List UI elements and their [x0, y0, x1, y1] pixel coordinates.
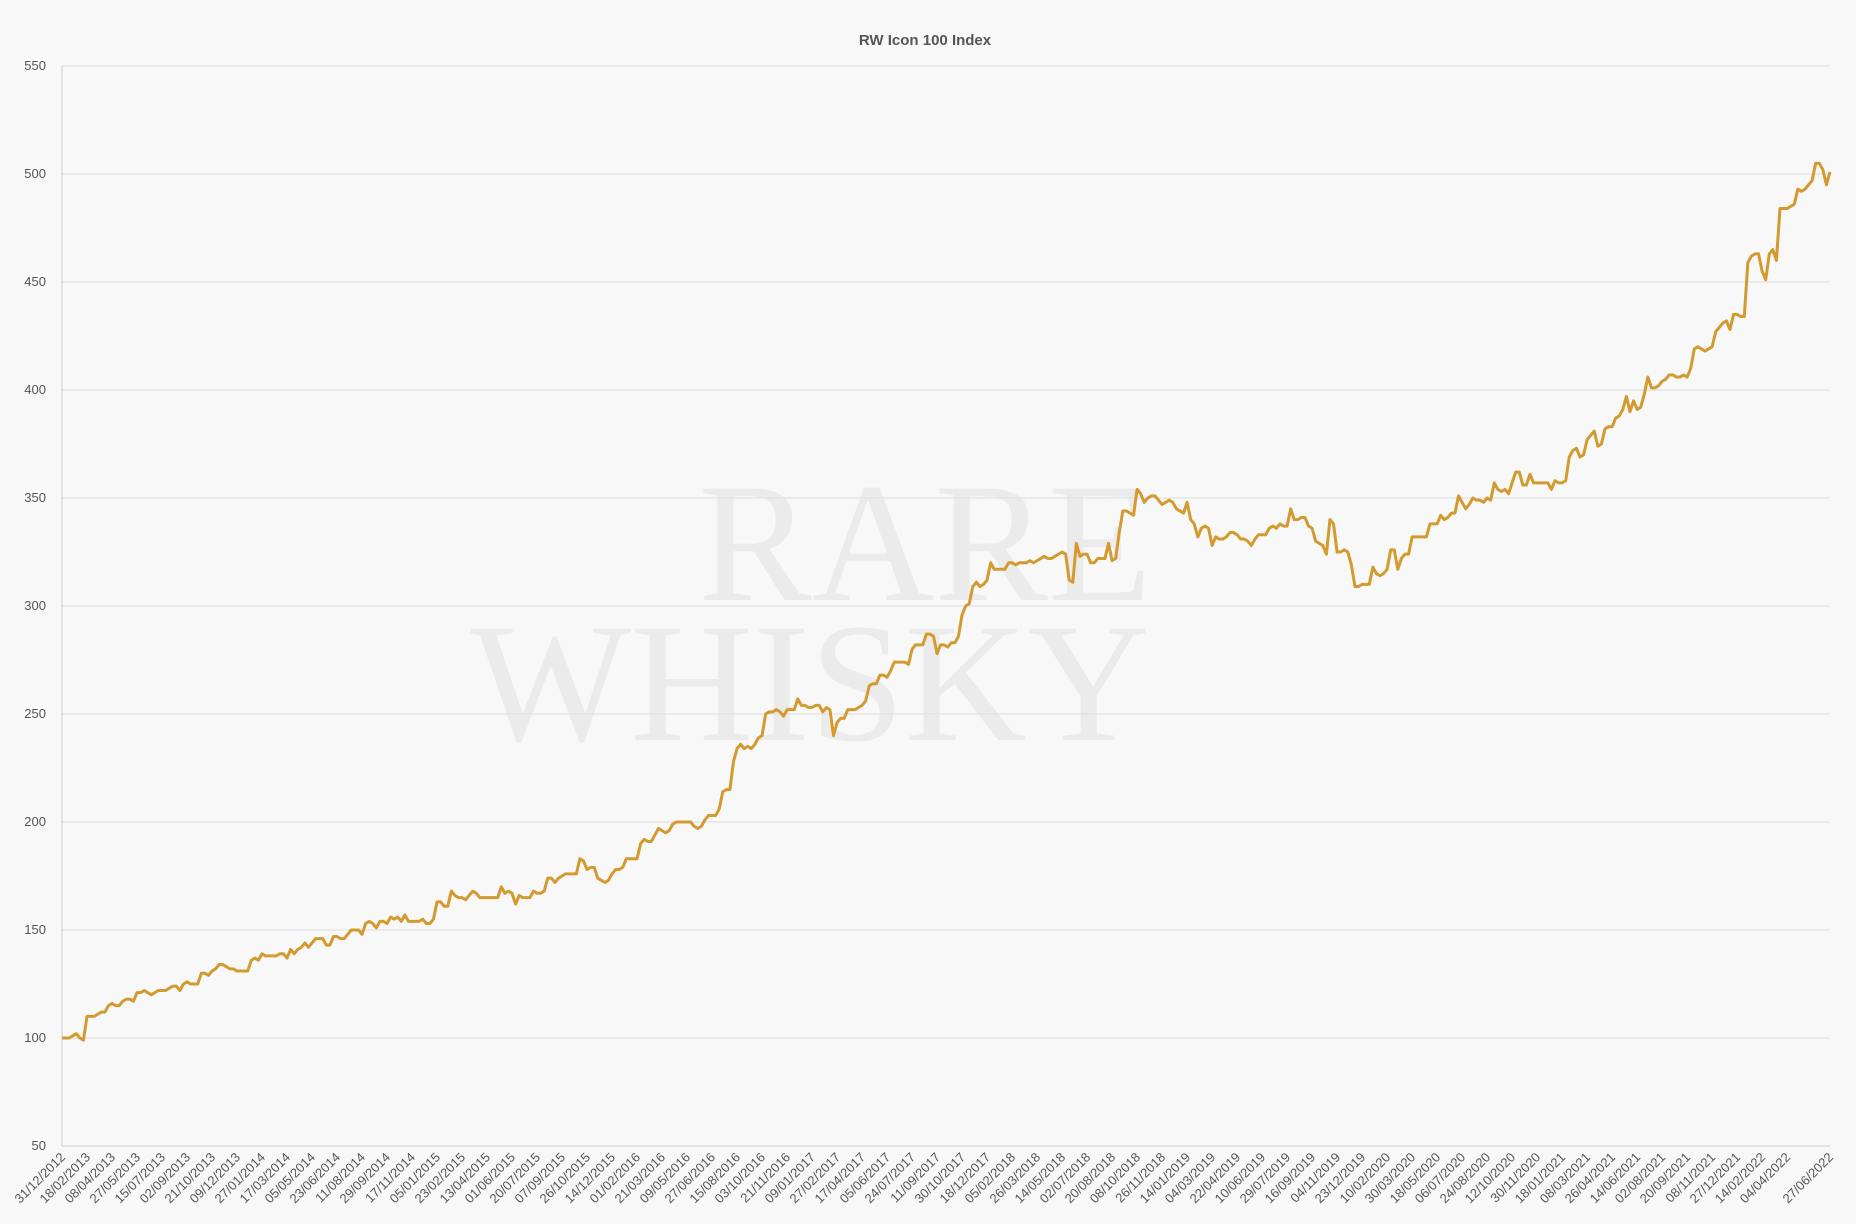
y-tick-label: 500: [24, 166, 46, 181]
line: [62, 161, 1832, 1042]
chart-title: RW Icon 100 Index: [859, 32, 992, 49]
y-tick-label: 400: [24, 382, 46, 397]
y-tick-label: 550: [24, 58, 46, 73]
y-tick-label: 100: [24, 1030, 46, 1045]
y-tick-label: 200: [24, 814, 46, 829]
watermark: WHISKY: [470, 589, 1150, 777]
y-tick-label: 250: [24, 706, 46, 721]
y-tick-label: 150: [24, 922, 46, 937]
y-tick-label: 300: [24, 598, 46, 613]
y-tick-label: 50: [32, 1138, 46, 1153]
y-tick-label: 450: [24, 274, 46, 289]
y-tick-label: 350: [24, 490, 46, 505]
